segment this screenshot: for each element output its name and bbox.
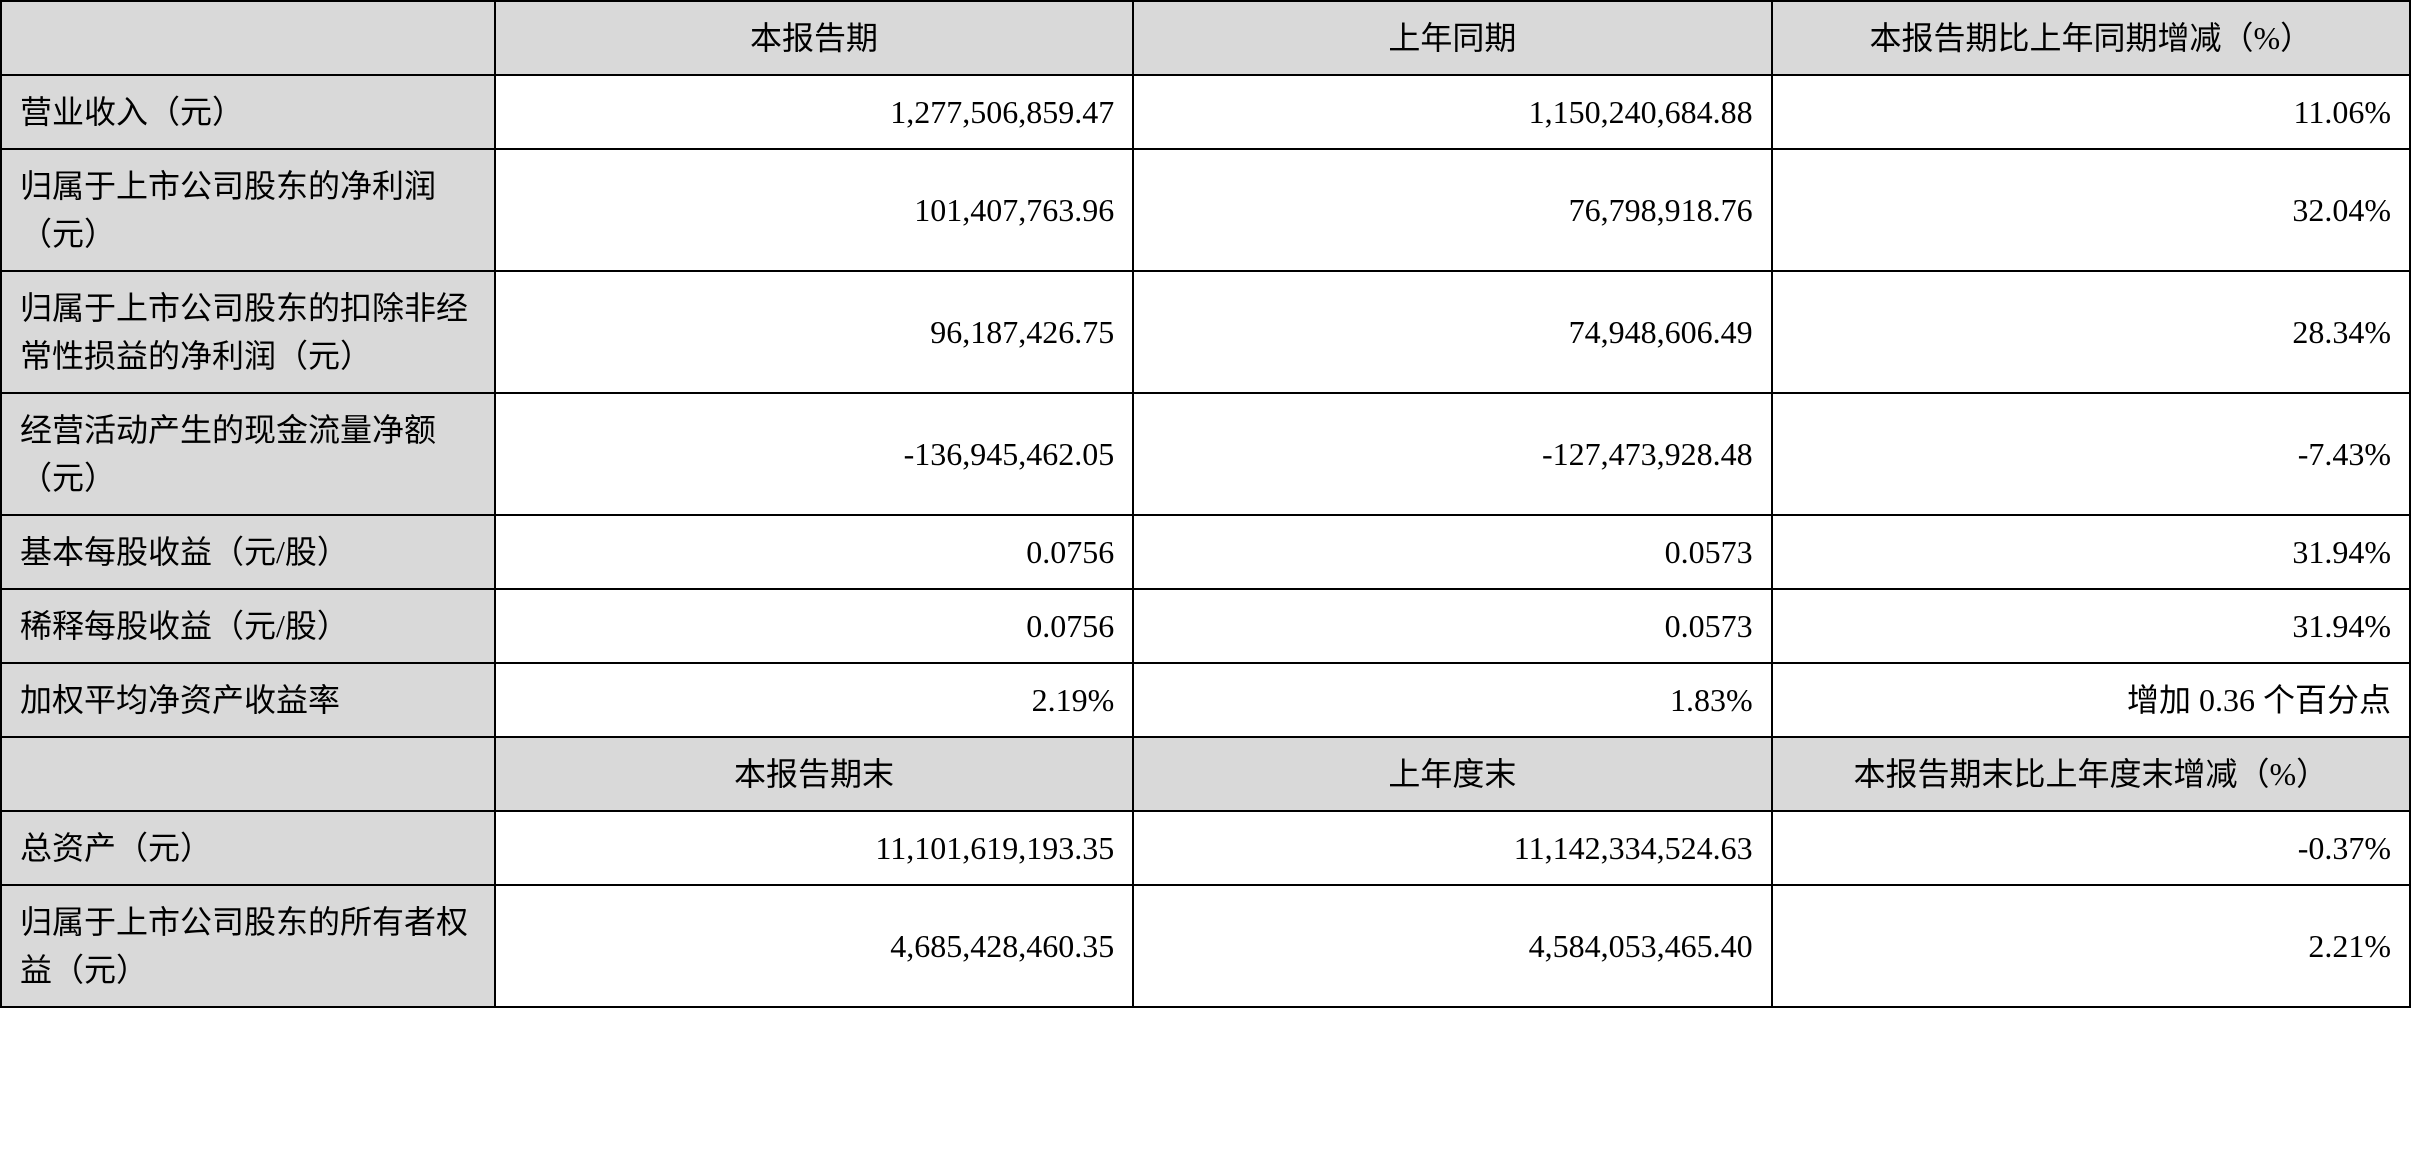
row-current: 11,101,619,193.35 [495, 811, 1133, 885]
row-change: 31.94% [1772, 589, 2410, 663]
table-row: 稀释每股收益（元/股） 0.0756 0.0573 31.94% [1, 589, 2410, 663]
row-change: 2.21% [1772, 885, 2410, 1007]
row-previous: -127,473,928.48 [1133, 393, 1771, 515]
row-label: 归属于上市公司股东的所有者权益（元） [1, 885, 495, 1007]
row-current: 0.0756 [495, 589, 1133, 663]
row-previous: 11,142,334,524.63 [1133, 811, 1771, 885]
row-label: 加权平均净资产收益率 [1, 663, 495, 737]
table-row: 加权平均净资产收益率 2.19% 1.83% 增加 0.36 个百分点 [1, 663, 2410, 737]
row-label: 基本每股收益（元/股） [1, 515, 495, 589]
row-label: 归属于上市公司股东的净利润（元） [1, 149, 495, 271]
row-current: 1,277,506,859.47 [495, 75, 1133, 149]
row-current: 4,685,428,460.35 [495, 885, 1133, 1007]
row-change: 32.04% [1772, 149, 2410, 271]
table-row: 归属于上市公司股东的净利润（元） 101,407,763.96 76,798,9… [1, 149, 2410, 271]
header-change-2: 本报告期末比上年度末增减（%） [1772, 737, 2410, 811]
row-label: 总资产（元） [1, 811, 495, 885]
row-label: 归属于上市公司股东的扣除非经常性损益的净利润（元） [1, 271, 495, 393]
row-previous: 4,584,053,465.40 [1133, 885, 1771, 1007]
row-label: 稀释每股收益（元/股） [1, 589, 495, 663]
table-row: 营业收入（元） 1,277,506,859.47 1,150,240,684.8… [1, 75, 2410, 149]
row-change: 11.06% [1772, 75, 2410, 149]
header-previous-period: 上年同期 [1133, 1, 1771, 75]
row-change: 增加 0.36 个百分点 [1772, 663, 2410, 737]
row-change: 28.34% [1772, 271, 2410, 393]
table-row: 归属于上市公司股东的扣除非经常性损益的净利润（元） 96,187,426.75 … [1, 271, 2410, 393]
row-previous: 0.0573 [1133, 515, 1771, 589]
header-current-period: 本报告期 [495, 1, 1133, 75]
header-period-end: 本报告期末 [495, 737, 1133, 811]
row-label: 营业收入（元） [1, 75, 495, 149]
table-row: 经营活动产生的现金流量净额（元） -136,945,462.05 -127,47… [1, 393, 2410, 515]
table-header-row-1: 本报告期 上年同期 本报告期比上年同期增减（%） [1, 1, 2410, 75]
row-previous: 1.83% [1133, 663, 1771, 737]
row-current: 2.19% [495, 663, 1133, 737]
row-previous: 0.0573 [1133, 589, 1771, 663]
table-row: 总资产（元） 11,101,619,193.35 11,142,334,524.… [1, 811, 2410, 885]
row-change: -0.37% [1772, 811, 2410, 885]
row-label: 经营活动产生的现金流量净额（元） [1, 393, 495, 515]
row-previous: 1,150,240,684.88 [1133, 75, 1771, 149]
header-year-end: 上年度末 [1133, 737, 1771, 811]
row-current: 101,407,763.96 [495, 149, 1133, 271]
table-header-row-2: 本报告期末 上年度末 本报告期末比上年度末增减（%） [1, 737, 2410, 811]
header-blank-2 [1, 737, 495, 811]
header-change-1: 本报告期比上年同期增减（%） [1772, 1, 2410, 75]
row-current: 96,187,426.75 [495, 271, 1133, 393]
table-row: 基本每股收益（元/股） 0.0756 0.0573 31.94% [1, 515, 2410, 589]
table-row: 归属于上市公司股东的所有者权益（元） 4,685,428,460.35 4,58… [1, 885, 2410, 1007]
row-current: -136,945,462.05 [495, 393, 1133, 515]
row-previous: 76,798,918.76 [1133, 149, 1771, 271]
row-previous: 74,948,606.49 [1133, 271, 1771, 393]
financial-table: 本报告期 上年同期 本报告期比上年同期增减（%） 营业收入（元） 1,277,5… [0, 0, 2411, 1008]
row-change: 31.94% [1772, 515, 2410, 589]
row-current: 0.0756 [495, 515, 1133, 589]
row-change: -7.43% [1772, 393, 2410, 515]
header-blank-1 [1, 1, 495, 75]
